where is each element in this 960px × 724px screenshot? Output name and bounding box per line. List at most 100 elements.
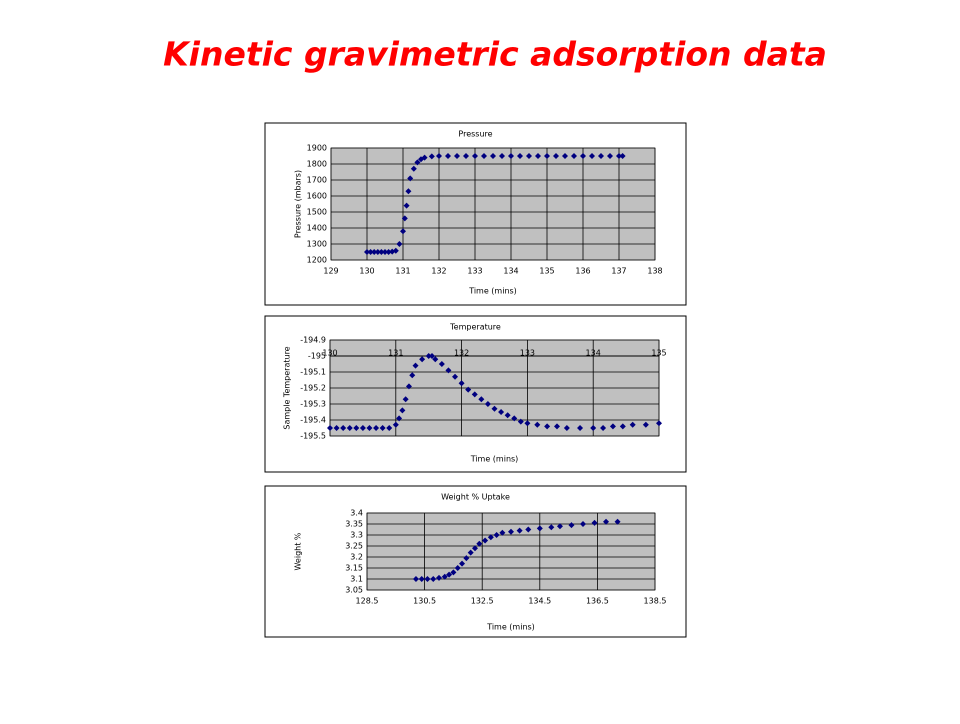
data-point [516,527,523,534]
data-point [471,391,478,398]
data-point [498,409,505,415]
data-point [374,249,381,255]
x-tick-label: 132 [431,267,446,276]
data-point [508,528,514,535]
data-point [535,153,541,159]
data-point [366,425,373,431]
data-point [619,423,626,430]
data-point [399,407,406,414]
data-point [484,401,491,407]
x-axis-label: Time (mins) [486,623,535,632]
data-point [414,159,421,166]
data-point [603,518,610,525]
data-point [472,153,478,159]
data-point [463,555,470,562]
data-point [598,153,604,159]
data-point [577,425,584,431]
y-tick-label: 1500 [307,208,327,217]
data-point [525,526,532,533]
data-point [432,356,439,363]
data-point [491,405,498,412]
data-point [405,383,412,390]
data-point [459,560,466,567]
data-point [454,153,460,159]
y-tick-label: 3.1 [350,575,363,584]
data-point [450,569,457,576]
data-point [412,362,419,369]
x-tick-label: 135 [539,267,554,276]
data-point [504,412,511,419]
data-point [589,153,595,159]
data-point [396,241,403,247]
data-point [508,153,514,159]
x-tick-label: 128.5 [356,597,379,606]
data-point [430,576,437,582]
chart-title: Pressure [458,130,492,139]
data-point [458,380,465,387]
data-point [517,418,524,425]
data-point [591,519,598,526]
data-point [629,421,636,428]
data-point [472,545,478,552]
y-tick-label: 3.3 [350,531,363,540]
y-axis-label: Sample Temperature [283,346,292,429]
data-point [385,249,392,255]
y-tick-label: -195 [308,352,326,361]
x-tick-label: 131 [395,267,410,276]
data-point [428,153,435,160]
data-point [556,523,563,530]
data-point [424,576,431,582]
data-point [373,425,380,431]
data-point [490,153,496,159]
y-tick-label: 3.35 [345,520,363,529]
y-tick-label: 3.25 [345,542,363,551]
data-point [421,154,428,161]
y-tick-label: 1700 [307,176,327,185]
data-point [436,574,442,581]
data-point [600,425,607,431]
data-point [346,425,353,431]
x-tick-label: 130.5 [413,597,436,606]
data-point [656,420,662,427]
data-point [553,153,559,159]
data-point [436,153,442,159]
data-point [482,537,489,544]
data-point [409,372,416,379]
y-tick-label: 1200 [307,256,327,265]
data-point [452,373,459,380]
data-point [607,153,613,159]
y-tick-label: -195.3 [300,400,326,409]
data-point [536,525,543,532]
data-point [400,228,406,235]
data-point [327,425,333,431]
data-point [517,153,523,159]
data-point [454,565,461,571]
data-point [379,425,386,431]
data-point [534,421,541,428]
x-tick-label: 134.5 [528,597,551,606]
x-tick-label: 130 [359,267,374,276]
plot-area [330,147,656,261]
data-point [445,153,451,159]
y-tick-label: 3.2 [350,553,363,562]
data-point [392,247,399,254]
data-point [568,522,575,529]
data-point [340,425,347,431]
data-point [396,415,403,422]
data-point [371,249,378,255]
y-tick-label: 3.4 [350,509,363,518]
data-point [438,361,445,367]
data-point [382,249,388,255]
data-point [441,573,448,580]
data-point [493,532,500,538]
data-point [562,153,568,159]
data-point [524,420,531,427]
data-point [403,202,410,209]
data-point [476,540,483,547]
data-point [446,571,453,578]
chart-title: Weight % Uptake [441,493,510,502]
data-point [487,534,494,541]
y-tick-label: 1900 [307,144,327,153]
data-point [407,175,414,182]
